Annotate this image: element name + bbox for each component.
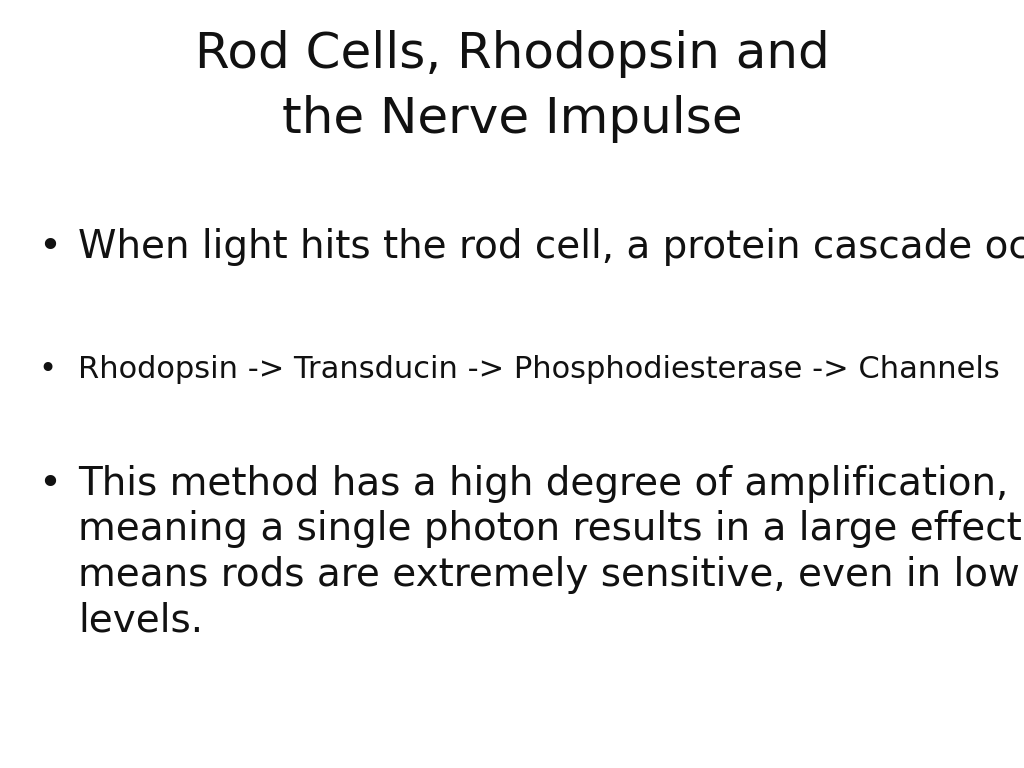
Text: Rod Cells, Rhodopsin and: Rod Cells, Rhodopsin and (195, 30, 829, 78)
Text: the Nerve Impulse: the Nerve Impulse (282, 95, 742, 143)
Text: Rhodopsin -> Transducin -> Phosphodiesterase -> Channels: Rhodopsin -> Transducin -> Phosphodieste… (78, 355, 999, 384)
Text: •: • (38, 465, 61, 503)
Text: •: • (38, 228, 61, 266)
Text: This method has a high degree of amplification,
meaning a single photon results : This method has a high degree of amplifi… (78, 465, 1024, 640)
Text: •: • (38, 355, 56, 384)
Text: When light hits the rod cell, a protein cascade occurs:: When light hits the rod cell, a protein … (78, 228, 1024, 266)
